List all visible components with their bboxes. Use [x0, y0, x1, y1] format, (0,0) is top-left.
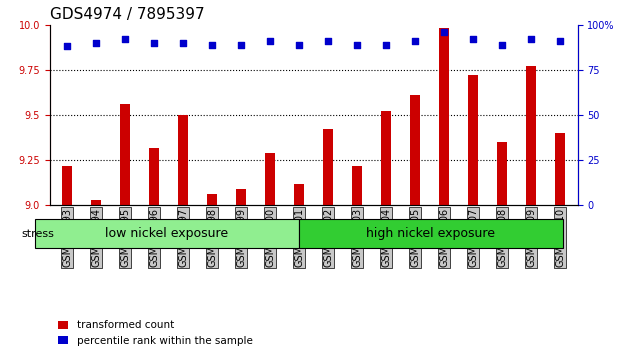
- Text: low nickel exposure: low nickel exposure: [106, 227, 229, 240]
- Point: [468, 36, 478, 42]
- Text: stress: stress: [22, 229, 55, 239]
- Point: [91, 40, 101, 46]
- Text: high nickel exposure: high nickel exposure: [366, 227, 496, 240]
- Bar: [381, 112, 391, 205]
- Legend: transformed count, percentile rank within the sample: transformed count, percentile rank withi…: [55, 317, 256, 349]
- Bar: [468, 75, 478, 205]
- Bar: [207, 194, 217, 205]
- Bar: [555, 133, 565, 205]
- Bar: [178, 115, 188, 205]
- Bar: [91, 200, 101, 205]
- Bar: [149, 148, 159, 205]
- Point: [381, 42, 391, 47]
- Bar: [265, 153, 275, 205]
- Point: [323, 38, 333, 44]
- Point: [294, 42, 304, 47]
- Bar: [120, 104, 130, 205]
- Bar: [439, 28, 449, 205]
- Point: [149, 40, 159, 46]
- Bar: [526, 66, 536, 205]
- Point: [497, 42, 507, 47]
- Point: [207, 42, 217, 47]
- Bar: [323, 130, 333, 205]
- Point: [410, 38, 420, 44]
- Bar: [497, 142, 507, 205]
- Point: [178, 40, 188, 46]
- Point: [555, 38, 565, 44]
- Point: [236, 42, 246, 47]
- Text: GDS4974 / 7895397: GDS4974 / 7895397: [50, 7, 204, 22]
- Point: [352, 42, 362, 47]
- Point: [265, 38, 275, 44]
- Point: [62, 44, 72, 49]
- Bar: [294, 184, 304, 205]
- Bar: [352, 166, 362, 205]
- Point: [439, 29, 449, 35]
- Point: [526, 36, 536, 42]
- Point: [120, 36, 130, 42]
- Bar: [410, 95, 420, 205]
- Bar: [62, 166, 72, 205]
- Bar: [236, 189, 246, 205]
